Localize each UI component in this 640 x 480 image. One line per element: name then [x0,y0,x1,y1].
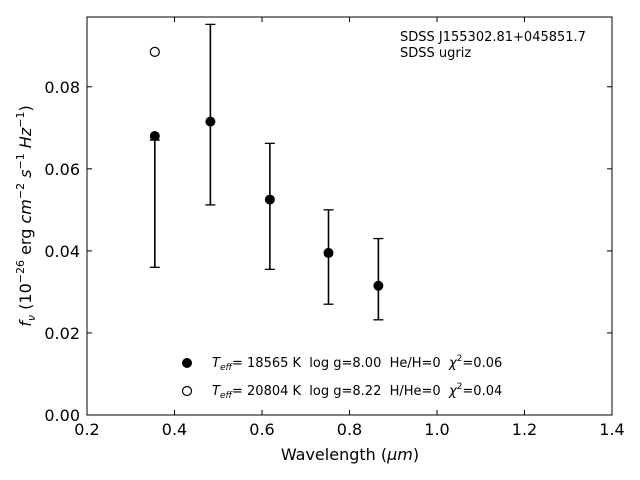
target-name: SDSS J155302.81+045851.7 [400,30,586,45]
model-point-filled [149,130,160,141]
model-point-filled [264,194,275,205]
legend-label-2: Teff= 20804 K log g=8.22 H/He=0 χ2=0.04 [212,382,502,401]
model-point-open [149,46,160,57]
model-point-filled [373,280,384,291]
data-markers [149,46,384,291]
x-ticks: 0.2 0.4 0.6 0.8 1.0 1.2 1.4 [74,17,625,439]
y-tick-label: 0.00 [44,406,80,425]
x-axis-label: Wavelength (μm) [281,445,419,464]
x-tick-label: 0.6 [249,420,274,439]
error-bars [149,23,384,321]
y-tick-label: 0.04 [44,242,80,261]
x-tick-label: 1.0 [424,420,449,439]
x-tick-label: 1.4 [599,420,624,439]
survey-name: SDSS ugriz [400,46,471,61]
x-tick-label: 1.2 [512,420,537,439]
legend-marker-open [181,385,193,397]
y-axis-label: fν (10−26 erg cm−2 s−1 Hz−1) [14,105,38,326]
y-tick-label: 0.06 [44,160,80,179]
x-tick-label: 0.8 [337,420,362,439]
y-ticks: 0.00 0.02 0.04 0.06 0.08 [44,78,612,425]
x-tick-label: 0.4 [162,420,187,439]
model-point-filled [205,116,216,127]
x-tick-label: 0.2 [74,420,99,439]
y-tick-label: 0.08 [44,78,80,97]
legend-marker-filled [182,358,192,368]
model-point-filled [323,247,334,258]
legend-label-1: Teff= 18565 K log g=8.00 He/H=0 χ2=0.06 [212,354,502,373]
y-tick-label: 0.02 [44,324,80,343]
legend: Teff= 18565 K log g=8.00 He/H=0 χ2=0.06 … [181,354,502,401]
